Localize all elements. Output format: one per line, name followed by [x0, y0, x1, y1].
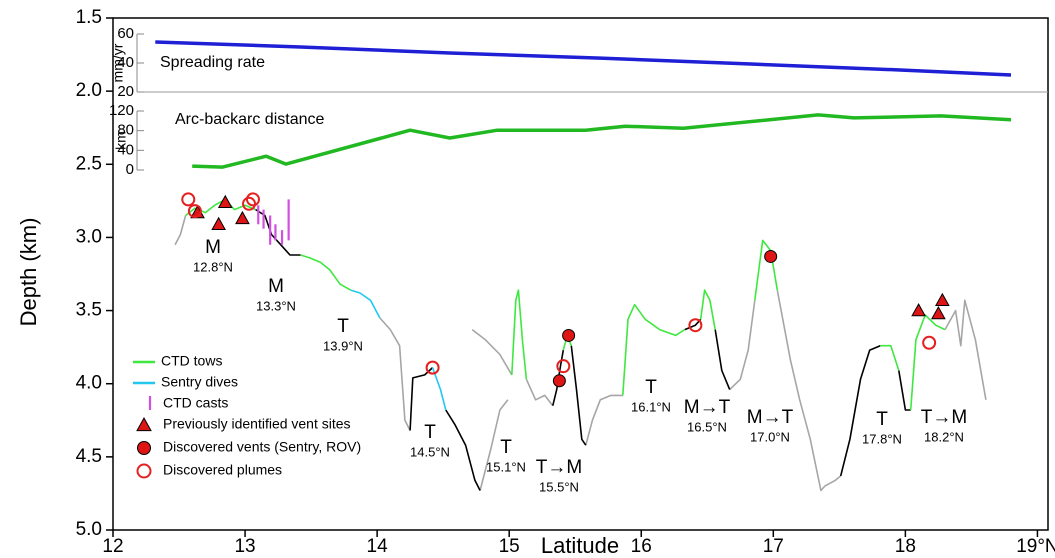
vent-triangle [911, 303, 926, 317]
legend-swatch [137, 441, 151, 455]
regime-label: T [500, 437, 512, 458]
latitude-label: 16.5°N [687, 419, 727, 434]
vent-circle [764, 249, 778, 263]
regime-label: M→T [747, 407, 794, 428]
y-tick-label: 1.5 [76, 7, 102, 28]
x-tick-label: 17 [763, 536, 784, 557]
x-tick-label: 14 [367, 536, 389, 557]
plume-circle [688, 318, 703, 333]
x-tick-label: 13 [234, 536, 255, 557]
latitude-label: 14.5°N [410, 444, 450, 459]
latitude-label: 15.5°N [539, 479, 579, 494]
latitude-label: 17.0°N [750, 429, 790, 444]
regime-label: T→M [921, 407, 967, 428]
regime-label: T [424, 422, 436, 443]
regime-label: T [337, 316, 349, 337]
regime-label: M [268, 276, 284, 297]
x-tick-label: 12 [102, 536, 123, 557]
vent-triangle [235, 210, 250, 225]
inset-line [192, 113, 1012, 169]
inset-tick-label: 40 [117, 141, 134, 158]
latitude-label: 16.1°N [631, 399, 671, 414]
x-axis-label: Latitude [541, 533, 619, 558]
depth-profile [350, 289, 447, 411]
plume-circle [425, 360, 440, 375]
inset-unit: km [113, 131, 129, 150]
y-axis-label: Depth (km) [16, 218, 41, 327]
regime-label: T [876, 409, 888, 430]
plume-circle [181, 192, 196, 207]
latitude-label: 15.1°N [486, 459, 526, 474]
inset-unit: mm/yr [110, 43, 126, 82]
vent-circle [562, 328, 576, 342]
latitude-label: 13.9°N [323, 338, 363, 353]
x-tick-label: 19°N [1016, 536, 1055, 557]
vent-triangle [931, 305, 946, 320]
vent-triangle [211, 216, 226, 230]
plot-frame [112, 17, 1049, 531]
y-tick-label: 5.0 [76, 519, 102, 540]
y-tick-label: 3.5 [76, 300, 102, 321]
legend-swatch [136, 416, 152, 432]
regime-label: T [645, 377, 657, 398]
legend-label: Previously identified vent sites [163, 416, 351, 432]
legend-box [127, 350, 382, 492]
y-tick-label: 2.5 [76, 153, 102, 174]
inset-line [155, 40, 1012, 77]
legend-label: Discovered plumes [163, 462, 282, 478]
vent-circle [552, 374, 566, 388]
latitude-label: 18.2°N [924, 429, 964, 444]
plume-circle [187, 204, 202, 219]
legend-label: Sentry dives [161, 374, 238, 390]
plume-circle [242, 196, 257, 211]
legend-swatch [136, 463, 152, 479]
vent-triangle [217, 194, 233, 209]
y-tick-label: 4.0 [76, 373, 102, 394]
depth-profile [174, 215, 987, 492]
inset-tick-label: 80 [117, 122, 134, 139]
latitude-label: 12.8°N [193, 259, 233, 274]
inset-tick-label: 40 [117, 54, 134, 71]
vent-triangle [935, 292, 950, 307]
x-tick-label: 18 [895, 536, 916, 557]
regime-label: M [205, 237, 221, 258]
inset-label: Arc-backarc distance [175, 111, 324, 128]
plume-circle [556, 359, 571, 374]
regime-label: M→T [684, 397, 731, 418]
inset-tick-label: 20 [117, 83, 134, 100]
inset-label: Spreading rate [160, 54, 265, 71]
inset-tick-label: 120 [109, 102, 134, 119]
legend-label: Discovered vents (Sentry, ROV) [163, 439, 361, 455]
legend-label: CTD casts [163, 395, 228, 411]
legend-label: CTD tows [161, 353, 222, 369]
x-tick-label: 16 [631, 536, 652, 557]
plume-circle [922, 335, 937, 350]
x-tick-label: 15 [499, 536, 520, 557]
inset-tick-label: 60 [117, 25, 134, 42]
inset-tick-label: 0 [126, 161, 134, 178]
y-tick-label: 4.5 [76, 446, 102, 467]
regime-label: T→M [536, 457, 582, 478]
plume-circle [245, 192, 260, 207]
y-tick-label: 3.0 [76, 226, 102, 247]
latitude-label: 17.8°N [862, 431, 902, 446]
y-tick-label: 2.0 [76, 80, 102, 101]
latitude-label: 13.3°N [256, 298, 296, 313]
